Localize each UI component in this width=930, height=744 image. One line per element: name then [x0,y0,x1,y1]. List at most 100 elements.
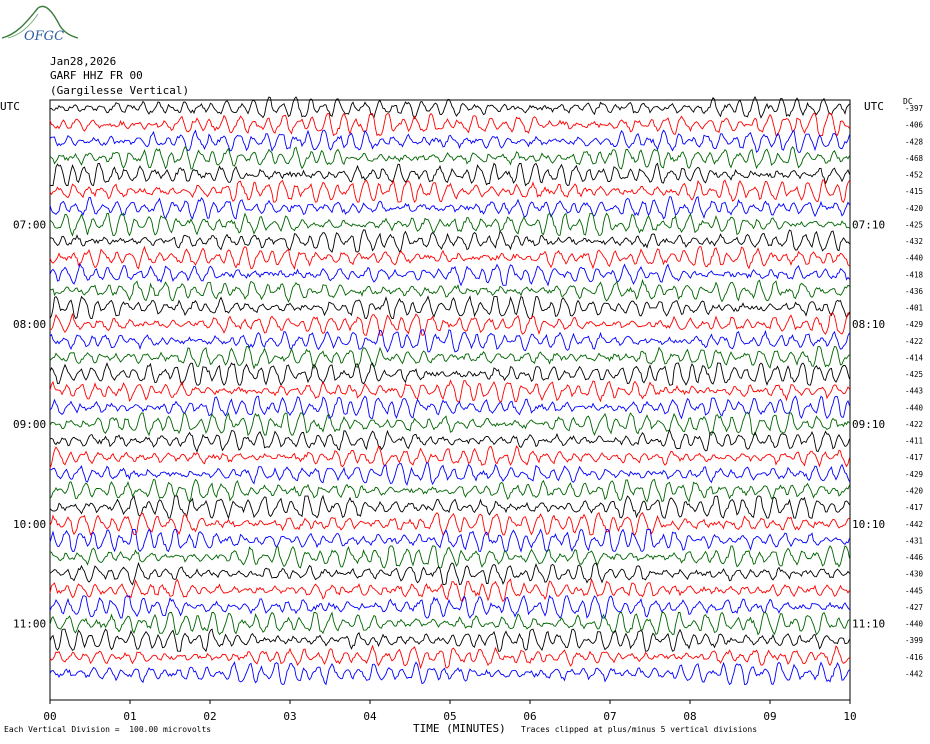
dc-offset-label: -428 [905,137,924,146]
seismic-trace [49,96,850,120]
seismic-trace [50,462,850,486]
right-time-label: 07:10 [852,218,885,231]
right-time-label: 10:10 [852,518,885,531]
station-location: (Gargilesse Vertical) [50,84,190,97]
seismic-trace [49,395,850,420]
left-time-label: 11:00 [13,618,46,631]
seismic-trace [49,528,850,553]
x-axis-label: TIME (MINUTES) [413,722,506,735]
right-time-label: 11:10 [852,618,885,631]
dc-offset-label: -399 [905,636,923,645]
right-time-label: 09:10 [852,418,885,431]
left-time-label: 10:00 [13,518,46,531]
left-time-label: 07:00 [13,218,46,231]
dc-offset-label: -415 [905,187,923,196]
dc-offset-label: -417 [905,453,923,462]
seismic-trace [49,512,850,536]
seismic-trace [49,577,850,603]
utc-label-left: UTC [0,100,20,113]
seismic-trace [49,594,850,619]
dc-offset-label: -420 [905,487,924,496]
logo-hill-shape [1,5,79,39]
seismic-trace [49,611,850,636]
seismic-trace [49,146,850,170]
x-tick-label: 09 [763,710,776,723]
dc-offset-label: -429 [905,470,923,479]
dc-offset-label: -432 [905,237,923,246]
seismic-trace [49,545,850,569]
dc-offset-label: -416 [905,653,924,662]
x-tick-label: 06 [523,710,536,723]
seismic-trace [49,196,850,220]
seismic-trace [49,278,850,304]
seismic-trace [49,412,850,437]
dc-offset-label: -425 [905,220,923,229]
seismic-trace [49,478,850,503]
dc-offset-label: -420 [905,204,924,213]
dc-offset-label: -440 [905,254,924,263]
dc-offset-label: -422 [905,337,923,346]
dc-offset-label: -445 [905,586,923,595]
dc-offset-label: -418 [905,270,924,279]
seismic-trace [49,379,850,403]
seismic-trace [49,644,850,670]
x-tick-label: 08 [683,710,696,723]
seismic-trace [49,361,850,387]
dc-offset-label: -468 [905,154,924,163]
seismic-trace [50,162,850,187]
dc-offset-label: -429 [905,320,923,329]
x-tick-label: 01 [123,710,136,723]
dc-offset-label: -397 [905,104,923,113]
seismic-trace [49,212,850,237]
x-tick-label: 03 [283,710,296,723]
seismic-trace [49,444,850,469]
x-tick-label: 02 [203,710,216,723]
dc-offset-label: -440 [905,403,924,412]
dc-offset-label: -436 [905,287,924,296]
right-time-label: 08:10 [852,318,885,331]
seismic-trace [49,245,850,271]
left-time-label: 09:00 [13,418,46,431]
seismic-trace [49,312,850,336]
logo-text: OFGC [24,29,64,44]
utc-label-right: UTC [864,100,884,113]
seismic-trace [49,262,850,287]
x-tick-label: 07 [603,710,616,723]
dc-offset-label: -425 [905,370,923,379]
dc-offset-label: -442 [905,669,923,678]
dc-offset-label: -442 [905,520,923,529]
dc-offset-label: -443 [905,387,923,396]
plot-date: Jan28,2026 [50,55,117,68]
seismic-trace [49,661,850,686]
dc-offset-label: -430 [905,570,924,579]
dc-offset-label: -422 [905,420,923,429]
ofgc-logo: OFGC [1,5,79,44]
clip-note: Traces clipped at plus/minus 5 vertical … [521,725,758,734]
dc-offset-label: -411 [905,437,923,446]
x-tick-label: 10 [843,710,856,723]
seismic-trace [49,229,850,253]
seismic-trace [49,494,850,520]
seismic-trace [49,112,850,137]
seismic-trace [49,179,850,204]
seismic-trace [49,129,850,154]
dc-offset-header: DC [903,97,913,106]
dc-offset-label: -446 [905,553,924,562]
seismic-trace [49,428,850,453]
station-code: GARF HHZ FR 00 [50,69,143,82]
dc-offset-label: -417 [905,503,923,512]
dc-offset-label: -401 [905,304,923,313]
x-tick-label: 05 [443,710,456,723]
dc-offset-label: -431 [905,536,923,545]
dc-offset-label: -406 [905,121,924,130]
dc-offset-label: -452 [905,171,923,180]
x-tick-label: 04 [363,710,377,723]
dc-offset-label: -440 [905,620,924,629]
seismic-trace [49,561,850,586]
dc-offset-label: -427 [905,603,923,612]
dc-offset-label: -414 [905,353,924,362]
seismic-trace [49,628,850,653]
x-tick-label: 00 [43,710,56,723]
vertical-division-note: Each Vertical Division = 100.00 microvol… [4,725,212,734]
